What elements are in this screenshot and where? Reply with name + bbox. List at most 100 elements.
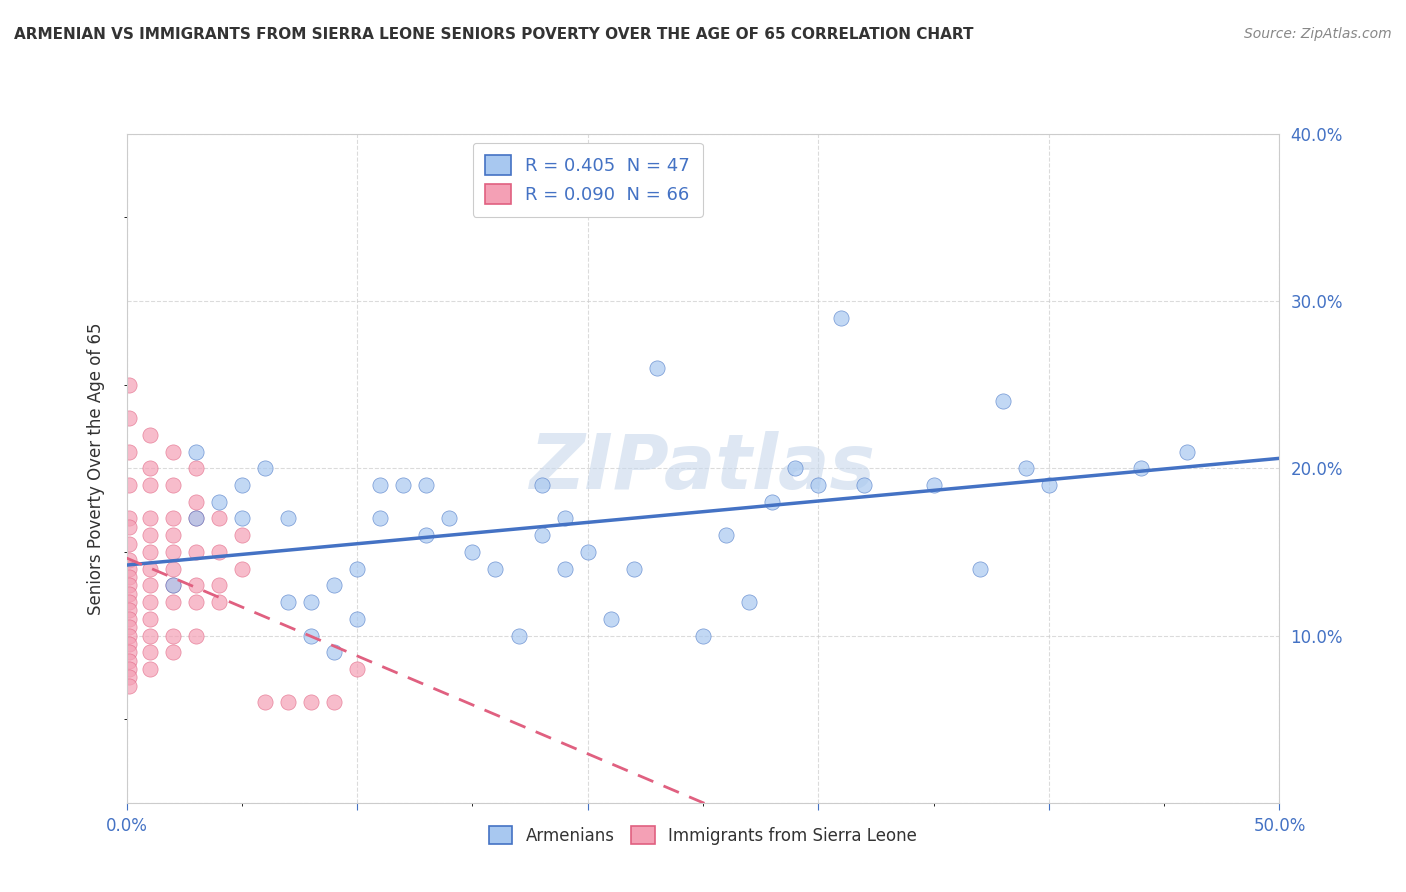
Point xyxy=(692,628,714,642)
Point xyxy=(853,478,876,492)
Point xyxy=(323,645,346,659)
Point xyxy=(118,478,141,492)
Point xyxy=(138,478,160,492)
Point xyxy=(162,545,184,559)
Point xyxy=(118,620,141,634)
Point xyxy=(138,528,160,542)
Point xyxy=(484,562,506,576)
Point xyxy=(118,679,141,693)
Point xyxy=(761,494,783,508)
Point xyxy=(118,654,141,668)
Point xyxy=(231,528,253,542)
Point xyxy=(346,562,368,576)
Point xyxy=(162,628,184,642)
Point xyxy=(184,444,207,458)
Point xyxy=(184,461,207,475)
Point xyxy=(785,461,807,475)
Point xyxy=(118,595,141,609)
Point xyxy=(118,603,141,617)
Point xyxy=(184,578,207,592)
Point xyxy=(253,696,276,710)
Point xyxy=(138,645,160,659)
Point xyxy=(508,628,530,642)
Point xyxy=(162,562,184,576)
Point xyxy=(118,411,141,425)
Point xyxy=(277,696,299,710)
Point xyxy=(138,595,160,609)
Point xyxy=(138,428,160,442)
Point xyxy=(162,578,184,592)
Point xyxy=(184,511,207,525)
Point xyxy=(530,478,553,492)
Point xyxy=(599,612,621,626)
Point xyxy=(231,478,253,492)
Point xyxy=(138,612,160,626)
Point xyxy=(576,545,599,559)
Point xyxy=(415,478,437,492)
Point xyxy=(554,562,576,576)
Point xyxy=(1130,461,1153,475)
Point xyxy=(138,545,160,559)
Point xyxy=(392,478,415,492)
Point xyxy=(118,662,141,676)
Point xyxy=(138,628,160,642)
Point xyxy=(969,562,991,576)
Point xyxy=(346,662,368,676)
Point xyxy=(208,494,231,508)
Point xyxy=(138,578,160,592)
Point xyxy=(208,511,231,525)
Point xyxy=(231,562,253,576)
Point xyxy=(299,628,322,642)
Text: ARMENIAN VS IMMIGRANTS FROM SIERRA LEONE SENIORS POVERTY OVER THE AGE OF 65 CORR: ARMENIAN VS IMMIGRANTS FROM SIERRA LEONE… xyxy=(14,27,973,42)
Text: ZIPatlas: ZIPatlas xyxy=(530,432,876,505)
Point xyxy=(277,511,299,525)
Point xyxy=(368,511,391,525)
Point xyxy=(118,536,141,550)
Point xyxy=(184,494,207,508)
Point xyxy=(554,511,576,525)
Point xyxy=(162,645,184,659)
Point xyxy=(184,595,207,609)
Point xyxy=(184,628,207,642)
Point xyxy=(1015,461,1038,475)
Point xyxy=(368,478,391,492)
Point xyxy=(162,478,184,492)
Point xyxy=(118,377,141,392)
Point xyxy=(118,520,141,534)
Legend: Armenians, Immigrants from Sierra Leone: Armenians, Immigrants from Sierra Leone xyxy=(479,816,927,855)
Point xyxy=(118,645,141,659)
Point xyxy=(277,595,299,609)
Point xyxy=(1038,478,1060,492)
Point xyxy=(162,511,184,525)
Point xyxy=(118,553,141,567)
Point xyxy=(991,394,1014,409)
Point xyxy=(323,696,346,710)
Point xyxy=(922,478,945,492)
Point xyxy=(415,528,437,542)
Point xyxy=(118,562,141,576)
Point xyxy=(299,595,322,609)
Point xyxy=(118,511,141,525)
Point xyxy=(118,670,141,684)
Point xyxy=(118,578,141,592)
Point xyxy=(162,578,184,592)
Point xyxy=(162,528,184,542)
Point xyxy=(138,461,160,475)
Point xyxy=(184,545,207,559)
Point xyxy=(807,478,830,492)
Point xyxy=(299,696,322,710)
Point xyxy=(645,361,668,376)
Point xyxy=(162,444,184,458)
Point xyxy=(530,528,553,542)
Point xyxy=(208,578,231,592)
Point xyxy=(138,511,160,525)
Point xyxy=(118,570,141,584)
Point xyxy=(461,545,484,559)
Point xyxy=(208,545,231,559)
Point xyxy=(439,511,461,525)
Point xyxy=(118,587,141,601)
Point xyxy=(830,310,852,325)
Point xyxy=(231,511,253,525)
Point xyxy=(208,595,231,609)
Point xyxy=(184,511,207,525)
